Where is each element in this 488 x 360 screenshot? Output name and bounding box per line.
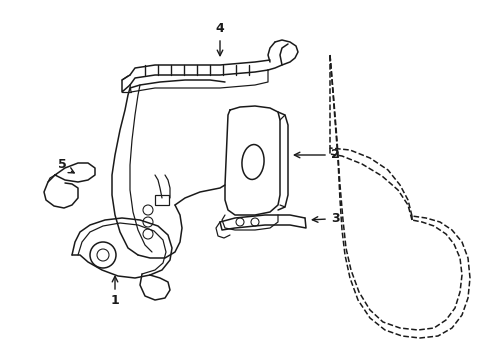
Text: 3: 3	[330, 211, 339, 225]
Bar	[155, 195, 169, 205]
Text: 4: 4	[215, 22, 224, 35]
Text: 1: 1	[110, 293, 119, 306]
Text: 5: 5	[58, 158, 66, 171]
Text: 2: 2	[330, 148, 339, 162]
